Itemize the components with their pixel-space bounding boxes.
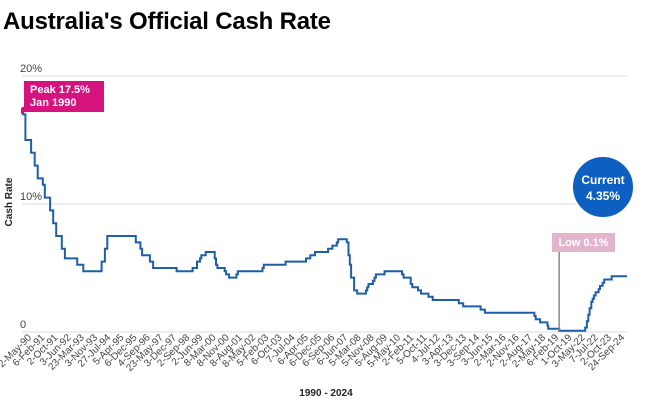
peak-label-line2: Jan 1990	[30, 97, 76, 109]
gridlines	[22, 75, 627, 333]
y-axis-ticks: 0 10% 20%	[20, 63, 42, 331]
current-label-line2: 4.35%	[586, 189, 620, 203]
current-label-line1: Current	[581, 173, 624, 187]
annotations: Peak 17.5%Jan 1990 Low 0.1% Current 4.35%	[21, 81, 635, 331]
y-tick-label: 10%	[20, 191, 42, 203]
chart-title: Australia's Official Cash Rate	[3, 8, 331, 35]
x-axis-ticks: 2-May-906-Feb-912-Oct-913-Jun-9223-Mar-9…	[0, 332, 627, 374]
y-axis-label: Cash Rate	[4, 177, 15, 226]
peak-label-box	[24, 81, 104, 112]
x-axis-label: 1990 - 2024	[299, 388, 353, 399]
peak-label-line1: Peak 17.5%	[30, 84, 90, 96]
cash-rate-series-line	[22, 107, 627, 332]
y-tick-label: 0	[20, 319, 26, 331]
y-tick-label: 20%	[20, 63, 42, 75]
low-label: Low 0.1%	[558, 237, 608, 249]
low-label-box	[552, 233, 615, 252]
current-badge	[571, 155, 635, 219]
